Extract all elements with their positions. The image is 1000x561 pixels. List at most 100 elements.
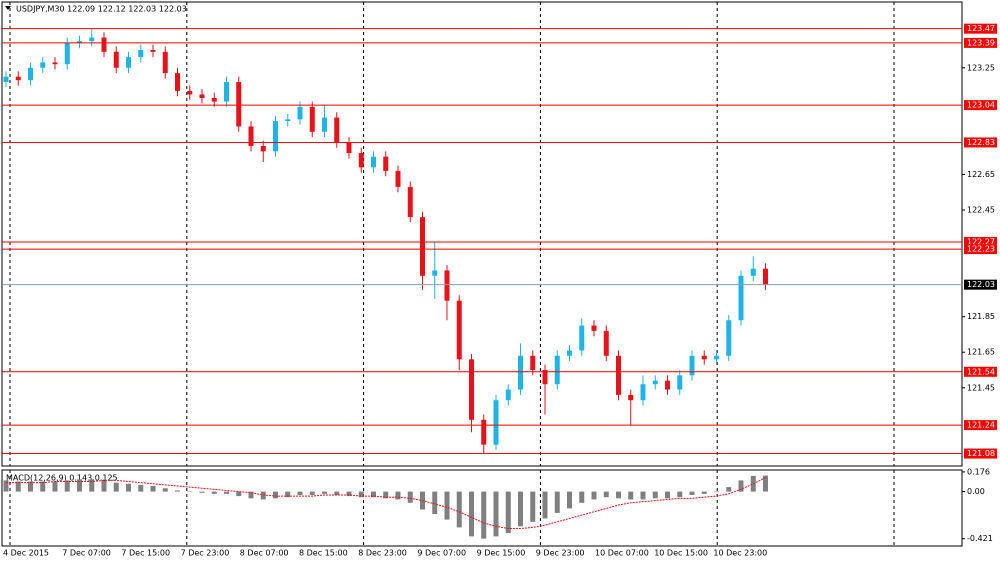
macd-bar: [285, 491, 291, 498]
macd-bar: [603, 491, 609, 498]
macd-bar: [616, 491, 621, 499]
candle-body: [236, 82, 242, 127]
macd-bar: [162, 488, 168, 492]
candle-body: [273, 121, 278, 152]
candle-body: [395, 170, 401, 187]
chart-title: USDJPY,M30 122.09 122.12 122.03 122.03: [16, 5, 187, 14]
macd-panel: [1, 469, 963, 547]
y-tick-label: 121.85: [967, 312, 995, 321]
signal-line: [6, 477, 766, 530]
current-price-label: 122.03: [967, 280, 995, 289]
macd-bar: [456, 491, 462, 528]
level-label-bg: [964, 244, 997, 255]
candle-body: [763, 268, 768, 285]
level-label: 121.24: [967, 421, 995, 430]
candle-body: [591, 325, 597, 331]
level-label-bg: [964, 23, 997, 34]
macd-bar: [273, 491, 278, 499]
level-label: 122.83: [967, 138, 995, 147]
y-tick-label: 121.65: [967, 348, 995, 357]
candle-body: [224, 82, 229, 102]
candle-body: [150, 50, 156, 52]
candle-body: [322, 117, 327, 132]
y-tick-label: 0.00: [967, 487, 985, 496]
candle-body: [138, 50, 144, 58]
x-tick-label: 8 Dec 15:00: [299, 549, 348, 558]
candle-body: [162, 51, 168, 74]
macd-bar: [126, 483, 131, 492]
macd-bar: [701, 491, 707, 494]
candle-body: [89, 37, 95, 42]
macd-bar: [726, 487, 732, 492]
x-tick-label: 9 Dec 15:00: [477, 549, 526, 558]
candle-body: [77, 41, 82, 43]
macd-bar: [297, 491, 303, 495]
macd-bar: [64, 480, 70, 492]
macd-bar: [28, 481, 33, 492]
macd-bar: [322, 491, 327, 494]
macd-bar: [542, 491, 548, 519]
candle-body: [113, 51, 119, 68]
macd-bar: [579, 491, 585, 503]
y-tick-label: 0.176: [967, 467, 990, 476]
candle-body: [652, 380, 658, 385]
candle-body: [579, 325, 585, 351]
macd-bar: [714, 491, 719, 493]
y-tick-label: 122.65: [967, 170, 995, 179]
macd-bar: [52, 481, 58, 492]
macd-bar: [138, 484, 144, 492]
x-tick-label: 9 Dec 07:00: [417, 549, 466, 558]
macd-bar: [469, 491, 474, 537]
current-price-bg: [964, 279, 997, 290]
candle-body: [469, 359, 474, 420]
macd-bar: [334, 491, 340, 495]
macd-bar: [224, 491, 229, 494]
candle-body: [28, 67, 33, 81]
candle-body: [346, 142, 352, 154]
macd-bar: [444, 491, 450, 520]
level-label-bg: [964, 420, 997, 431]
macd-bar: [383, 491, 389, 499]
candle-body: [689, 355, 695, 376]
candle-body: [101, 37, 107, 52]
candle-body: [726, 320, 732, 356]
macd-bar: [518, 491, 523, 527]
level-label-bg: [964, 366, 997, 377]
x-tick-label: 7 Dec 23:00: [181, 549, 230, 558]
y-tick-label: 121.45: [967, 383, 995, 392]
macd-bar: [481, 491, 487, 539]
macd-bar: [309, 491, 315, 495]
level-label-bg: [964, 137, 997, 148]
candle-body: [285, 119, 291, 122]
macd-bar: [236, 491, 242, 497]
macd-bar: [763, 475, 768, 492]
level-label: 123.39: [967, 38, 995, 47]
x-tick-label: 10 Dec 23:00: [713, 549, 767, 558]
level-label: 123.47: [967, 24, 995, 33]
candle-body: [358, 153, 364, 168]
level-label-bg: [964, 100, 997, 111]
candle-body: [52, 62, 58, 65]
macd-bar: [260, 491, 266, 500]
candle-body: [505, 389, 511, 401]
candle-body: [554, 355, 560, 385]
x-tick-label: 10 Dec 15:00: [654, 549, 708, 558]
macd-bar: [738, 480, 744, 492]
level-label: 123.04: [967, 101, 995, 110]
x-tick-label: 7 Dec 15:00: [121, 549, 170, 558]
candle-body: [738, 275, 744, 321]
macd-bar: [665, 491, 670, 499]
candle-body: [309, 106, 315, 132]
macd-bar: [395, 491, 401, 500]
macd-bar: [371, 491, 376, 498]
candle-body: [481, 419, 487, 445]
x-tick-label: 10 Dec 07:00: [595, 549, 649, 558]
level-label-bg: [964, 237, 997, 247]
macd-bar: [150, 486, 156, 492]
candle-body: [248, 126, 254, 146]
candle-body: [567, 350, 572, 356]
level-label-bg: [964, 448, 997, 459]
candle-body: [407, 186, 413, 218]
level-label: 121.54: [967, 367, 995, 376]
